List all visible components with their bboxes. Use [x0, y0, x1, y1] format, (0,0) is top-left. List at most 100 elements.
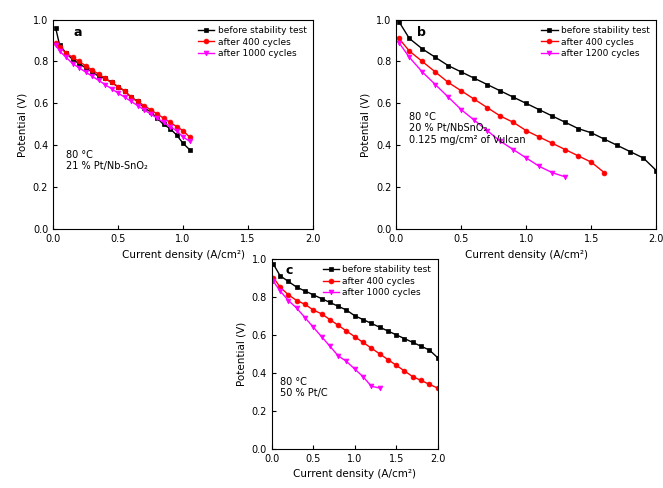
after 1200 cycles [444, 94, 452, 100]
Text: 80 °C
50 % Pt/C: 80 °C 50 % Pt/C [280, 377, 328, 398]
before stability test [426, 347, 434, 353]
after 1200 cycles [548, 170, 556, 176]
after 400 cycles [434, 385, 442, 391]
after 1200 cycles [509, 147, 517, 153]
after 1000 cycles [359, 374, 367, 380]
before stability test [318, 296, 326, 302]
after 1200 cycles [457, 107, 465, 113]
after 400 cycles [172, 123, 180, 129]
after 1000 cycles [376, 385, 384, 391]
before stability test [56, 42, 64, 48]
after 400 cycles [133, 99, 141, 104]
before stability test [434, 355, 442, 361]
after 400 cycles [457, 88, 465, 94]
Line: after 1000 cycles: after 1000 cycles [271, 279, 382, 390]
after 1200 cycles [497, 138, 505, 144]
X-axis label: Current density (A/cm²): Current density (A/cm²) [121, 250, 245, 260]
before stability test [270, 262, 278, 267]
after 400 cycles [587, 159, 595, 165]
Y-axis label: Potential (V): Potential (V) [17, 92, 27, 157]
after 400 cycles [470, 96, 478, 102]
after 400 cycles [284, 292, 292, 298]
before stability test [186, 147, 194, 153]
after 1000 cycles [88, 73, 96, 79]
after 400 cycles [522, 128, 530, 134]
before stability test [359, 317, 367, 323]
before stability test [310, 292, 318, 298]
after 1200 cycles [535, 163, 543, 169]
after 1000 cycles [107, 86, 115, 92]
before stability test [587, 130, 595, 136]
after 400 cycles [343, 328, 351, 334]
before stability test [483, 81, 491, 87]
after 1000 cycles [318, 334, 326, 340]
before stability test [82, 65, 90, 71]
after 1000 cycles [121, 94, 129, 100]
after 400 cycles [376, 351, 384, 357]
after 1000 cycles [153, 115, 161, 121]
before stability test [457, 69, 465, 75]
before stability test [376, 324, 384, 330]
after 1000 cycles [172, 128, 180, 134]
before stability test [367, 321, 375, 326]
after 400 cycles [293, 298, 301, 304]
before stability test [562, 120, 570, 125]
after 400 cycles [334, 322, 342, 328]
before stability test [652, 168, 660, 174]
Text: b: b [417, 26, 426, 39]
after 400 cycles [392, 362, 400, 368]
after 400 cycles [301, 302, 309, 307]
Line: before stability test: before stability test [396, 19, 659, 173]
before stability test [52, 25, 60, 31]
before stability test [301, 288, 309, 294]
after 1000 cycles [68, 61, 76, 66]
after 1000 cycles [127, 99, 135, 104]
before stability test [276, 273, 284, 279]
Legend: before stability test, after 400 cycles, after 1000 cycles: before stability test, after 400 cycles,… [321, 263, 433, 299]
after 1000 cycles [75, 65, 83, 71]
after 400 cycles [562, 147, 570, 153]
after 400 cycles [270, 275, 278, 281]
after 1200 cycles [470, 117, 478, 123]
after 400 cycles [140, 102, 148, 108]
after 1200 cycles [562, 174, 570, 180]
before stability test [88, 69, 96, 75]
Text: c: c [285, 264, 292, 277]
after 1000 cycles [326, 343, 334, 349]
Line: after 400 cycles: after 400 cycles [271, 275, 440, 390]
after 400 cycles [310, 307, 318, 313]
before stability test [114, 84, 122, 90]
after 400 cycles [107, 80, 115, 85]
before stability test [101, 75, 109, 81]
after 400 cycles [483, 105, 491, 111]
before stability test [627, 149, 634, 155]
X-axis label: Current density (A/cm²): Current density (A/cm²) [293, 469, 416, 479]
after 400 cycles [75, 59, 83, 64]
before stability test [172, 132, 180, 138]
Text: 80 °C
21 % Pt/Nb-SnO₂: 80 °C 21 % Pt/Nb-SnO₂ [66, 150, 148, 171]
after 400 cycles [95, 71, 103, 77]
after 400 cycles [114, 84, 122, 90]
after 1000 cycles [276, 288, 284, 294]
before stability test [95, 73, 103, 79]
Line: after 400 cycles: after 400 cycles [396, 36, 607, 175]
before stability test [535, 107, 543, 113]
after 1000 cycles [186, 138, 194, 144]
after 1000 cycles [270, 279, 278, 285]
after 1000 cycles [293, 305, 301, 311]
after 400 cycles [574, 153, 582, 159]
after 400 cycles [52, 40, 60, 45]
Line: after 1200 cycles: after 1200 cycles [396, 40, 568, 179]
before stability test [147, 109, 154, 115]
after 400 cycles [601, 170, 609, 176]
before stability test [417, 343, 425, 349]
Line: before stability test: before stability test [53, 25, 192, 152]
after 400 cycles [535, 134, 543, 140]
before stability test [121, 88, 129, 94]
after 1000 cycles [82, 69, 90, 75]
after 1000 cycles [343, 359, 351, 365]
before stability test [522, 101, 530, 106]
before stability test [133, 99, 141, 104]
after 1000 cycles [147, 111, 154, 117]
after 1000 cycles [101, 81, 109, 87]
